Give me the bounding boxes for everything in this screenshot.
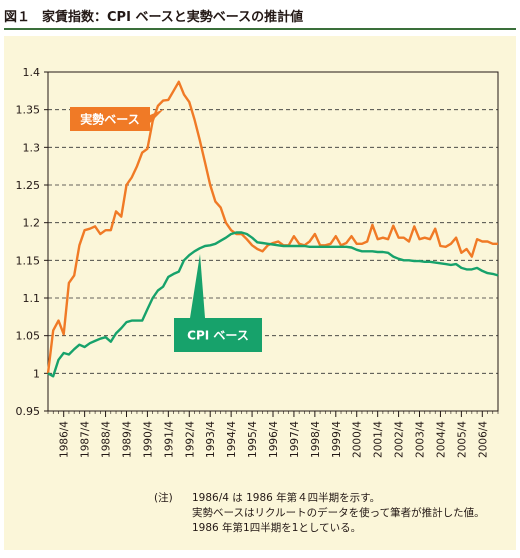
y-tick-label: 1.35 — [16, 104, 41, 117]
x-tick-label: 2005/4 — [456, 421, 468, 458]
cpi-callout-label: CPI ベース — [187, 329, 249, 343]
x-tick-label: 2001/4 — [373, 421, 385, 458]
x-tick-label: 1987/4 — [80, 421, 92, 458]
x-tick-label: 1992/4 — [184, 421, 196, 458]
cpi-series-line — [47, 231, 499, 378]
x-tick-label: 2003/4 — [415, 421, 427, 458]
x-tick-label: 1993/4 — [205, 421, 217, 458]
x-tick-label: 1999/4 — [331, 421, 343, 458]
figure-number: 図１ — [4, 10, 31, 25]
x-tick-label: 1986/4 — [59, 421, 71, 458]
y-tick-label: 1.05 — [16, 330, 41, 343]
line-chart: 0.95 1 1.05 1.1 1.15 1.2 1.25 1.3 1.35 1.4 1986/4 1… — [16, 66, 499, 458]
y-tick-label: 1.2 — [23, 217, 41, 230]
figure-title-text: 家賃指数：CPI ベースと実勢ベースの推計値 — [42, 10, 304, 25]
x-tick-label: 1988/4 — [101, 421, 113, 458]
y-tick-label: 1.1 — [23, 292, 41, 305]
x-tick-label: 1990/4 — [142, 421, 154, 458]
x-tick-label: 1997/4 — [289, 421, 301, 458]
y-tick-label: 1.3 — [23, 141, 41, 154]
footnote-line-2: 実勢ベースはリクルートのデータを使って筆者が推計した値。 — [192, 507, 485, 519]
y-tick-label: 1.15 — [16, 254, 41, 267]
footnote-line-3: 1986 年第1四半期を1としている。 — [192, 522, 362, 534]
footnote: (注) 1986/4 は 1986 年第４四半期を示す。 実勢ベースはリクルートの… — [154, 491, 514, 536]
x-tick-label: 1991/4 — [163, 421, 175, 458]
figure-title: 図１ 家賃指数：CPI ベースと実勢ベースの推計値 — [4, 6, 516, 26]
x-tick-label: 1989/4 — [121, 421, 133, 458]
x-tick-label: 2000/4 — [352, 421, 364, 458]
jissei-callout-pointer — [150, 109, 164, 123]
x-tick-label: 1996/4 — [268, 421, 280, 458]
x-tick-label: 1998/4 — [310, 421, 322, 458]
footnote-line-1: (注) 1986/4 は 1986 年第４四半期を示す。 — [154, 491, 514, 506]
jissei-callout-label: 実勢ベース — [80, 112, 139, 127]
footnote-lead: (注) — [154, 492, 173, 504]
jissei-series-line — [46, 80, 498, 374]
y-tick-label: 1 — [33, 367, 40, 380]
x-tick-label: 2006/4 — [477, 421, 489, 458]
jissei-callout-box — [70, 107, 150, 131]
y-tick-label: 1.25 — [16, 179, 41, 192]
y-tick-label: 1.4 — [23, 66, 41, 79]
x-tick-label: 2004/4 — [435, 421, 447, 458]
footnote-text-1: 1986/4 は 1986 年第４四半期を示す。 — [192, 492, 381, 504]
x-tick-label: 2002/4 — [394, 421, 406, 458]
title-rule — [4, 28, 516, 30]
y-tick-label: 0.95 — [16, 405, 41, 418]
cpi-callout-pointer — [190, 254, 205, 318]
cpi-callout-box — [174, 318, 262, 352]
x-tick-label: 1994/4 — [226, 421, 238, 458]
chart-panel: 0.95 1 1.05 1.1 1.15 1.2 1.25 1.3 1.35 1.4 1986/4 1… — [4, 36, 516, 550]
x-tick-label: 1995/4 — [247, 421, 259, 458]
